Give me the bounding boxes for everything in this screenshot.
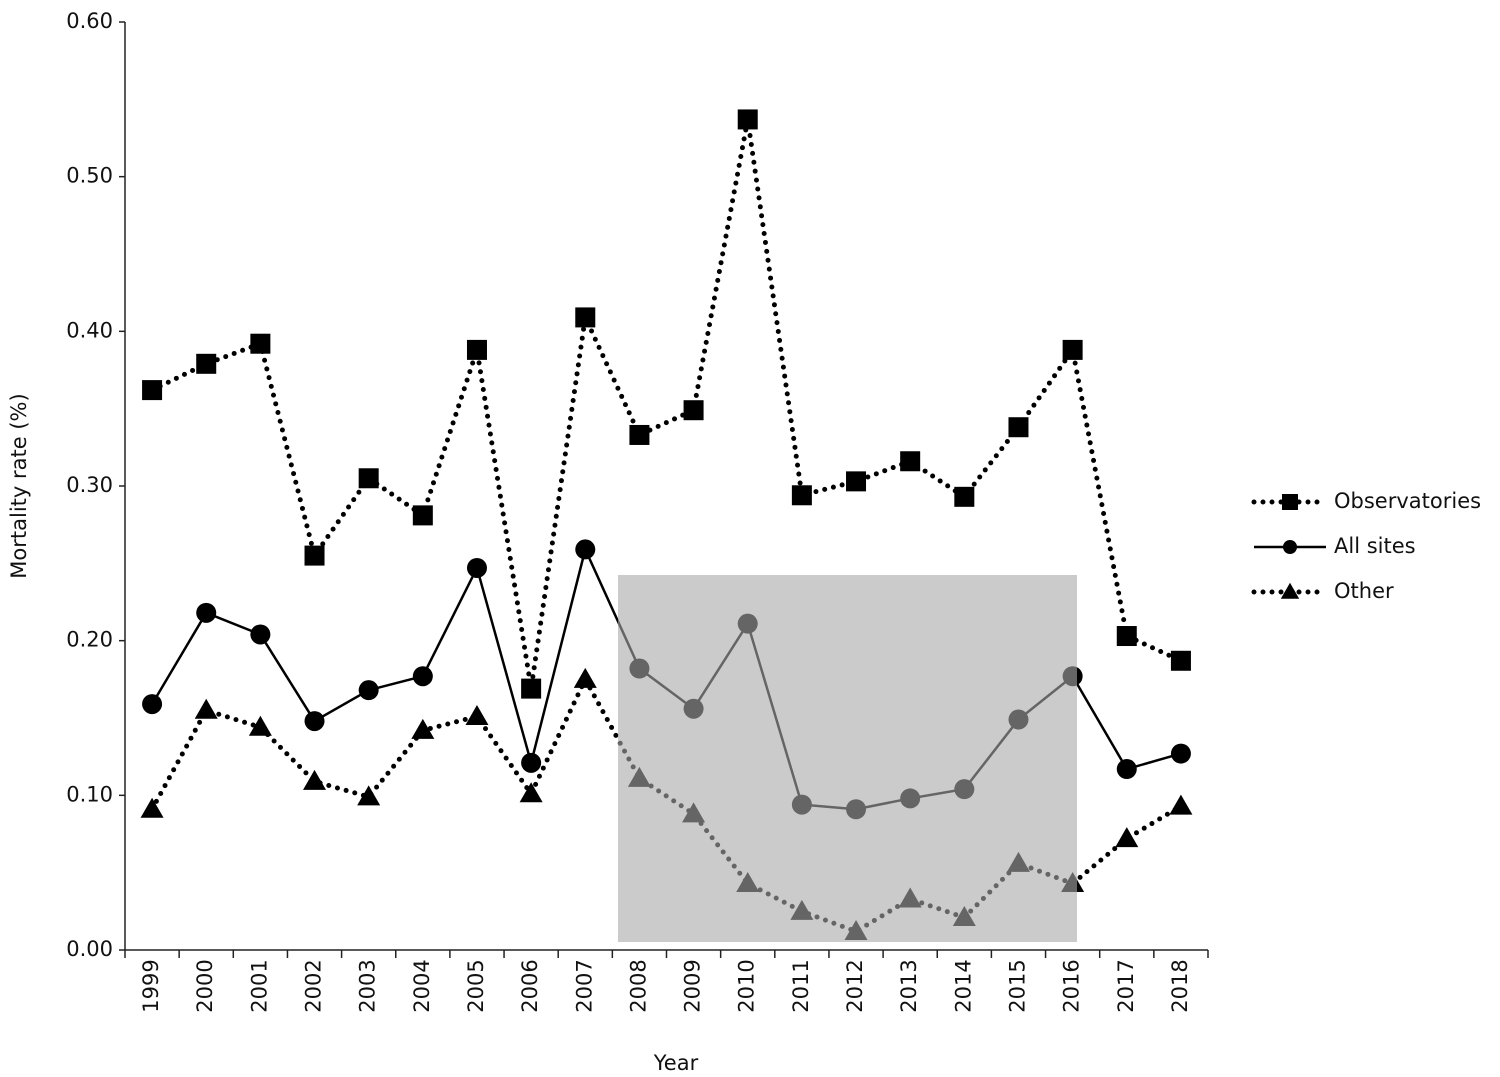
data-point — [1008, 417, 1029, 438]
legend-marker — [1283, 540, 1297, 554]
data-point — [194, 698, 218, 719]
y-tick-label: 0.30 — [66, 473, 113, 497]
data-point — [575, 539, 596, 560]
x-tick-label: 2011 — [789, 959, 813, 1012]
data-point — [846, 471, 867, 492]
data-point — [357, 785, 381, 806]
data-point — [248, 715, 272, 736]
data-point — [358, 680, 379, 701]
x-tick-label: 2006 — [518, 959, 542, 1012]
data-point — [900, 451, 921, 472]
y-tick-label: 0.10 — [66, 782, 113, 806]
x-tick-label: 2012 — [843, 959, 867, 1012]
data-point — [303, 769, 327, 790]
data-point — [1116, 626, 1137, 647]
data-point — [140, 797, 164, 818]
y-tick-label: 0.50 — [66, 164, 113, 188]
legend-marker — [1280, 582, 1300, 599]
legend-label: Observatories — [1334, 489, 1481, 513]
x-tick-label: 1999 — [139, 959, 163, 1012]
series-line — [149, 118, 1184, 690]
x-tick-label: 2000 — [193, 959, 217, 1012]
data-point — [465, 704, 489, 725]
x-tick-label: 2014 — [951, 959, 975, 1012]
data-point — [304, 545, 325, 566]
data-point — [737, 109, 758, 130]
x-tick-label: 2015 — [1005, 959, 1029, 1012]
y-axis-label: Mortality rate (%) — [7, 393, 31, 578]
data-point — [629, 424, 650, 445]
y-tick-label: 0.60 — [66, 9, 113, 33]
x-tick-label: 2001 — [247, 959, 271, 1012]
data-point — [521, 752, 542, 773]
data-point — [250, 624, 271, 645]
data-point — [142, 380, 163, 401]
data-point — [412, 505, 433, 526]
x-tick-label: 2016 — [1060, 959, 1084, 1012]
x-tick-label: 2003 — [356, 959, 380, 1012]
x-tick-label: 2004 — [410, 959, 434, 1012]
data-point — [142, 694, 163, 715]
data-point — [196, 353, 217, 374]
legend-marker — [1282, 494, 1298, 510]
data-point — [954, 486, 975, 507]
x-tick-label: 2010 — [735, 959, 759, 1012]
data-point — [466, 557, 487, 578]
x-tick-label: 2007 — [572, 959, 596, 1012]
data-point — [573, 667, 597, 688]
data-point — [466, 339, 487, 360]
x-tick-label: 2002 — [302, 959, 326, 1012]
data-point — [411, 718, 435, 739]
x-tick-label: 2013 — [897, 959, 921, 1012]
data-point — [521, 678, 542, 699]
x-tick-label: 2008 — [626, 959, 650, 1012]
data-point — [1115, 827, 1139, 848]
legend-label: All sites — [1334, 534, 1416, 558]
data-point — [196, 602, 217, 623]
data-point — [1170, 650, 1191, 671]
y-tick-label: 0.00 — [66, 937, 113, 961]
data-point — [358, 468, 379, 489]
data-point — [519, 782, 543, 803]
data-point — [575, 307, 596, 328]
y-tick-label: 0.40 — [66, 318, 113, 342]
data-point — [250, 333, 271, 354]
highlight-box — [618, 575, 1077, 942]
data-point — [1062, 339, 1083, 360]
data-point — [412, 666, 433, 687]
x-tick-label: 2009 — [681, 959, 705, 1012]
y-tick-label: 0.20 — [66, 628, 113, 652]
data-point — [791, 485, 812, 506]
legend-label: Other — [1334, 579, 1394, 603]
x-tick-label: 2018 — [1168, 959, 1192, 1012]
data-point — [683, 400, 704, 421]
data-point — [1169, 794, 1193, 815]
x-tick-label: 2017 — [1114, 959, 1138, 1012]
data-point — [1170, 743, 1191, 764]
data-point — [304, 711, 325, 732]
x-tick-label: 2005 — [464, 959, 488, 1012]
data-point — [1116, 759, 1137, 780]
x-axis-label: Year — [653, 1051, 699, 1075]
